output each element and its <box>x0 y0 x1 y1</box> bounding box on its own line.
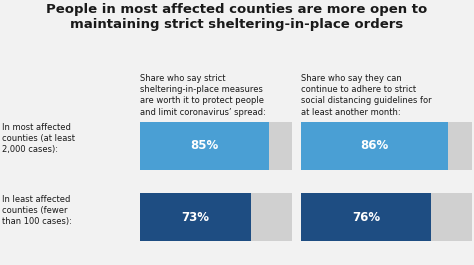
Text: In least affected
counties (fewer
than 100 cases):: In least affected counties (fewer than 1… <box>2 195 72 226</box>
Text: 85%: 85% <box>190 139 219 152</box>
Text: 76%: 76% <box>352 211 380 224</box>
Bar <box>140 122 269 170</box>
Bar <box>301 193 472 241</box>
Bar <box>301 122 448 170</box>
Bar <box>140 122 292 170</box>
Bar <box>301 193 431 241</box>
Bar <box>301 122 472 170</box>
Text: 73%: 73% <box>181 211 209 224</box>
Text: People in most affected counties are more open to
maintaining strict sheltering-: People in most affected counties are mor… <box>46 3 428 31</box>
Bar <box>140 193 292 241</box>
Text: Share who say they can
continue to adhere to strict
social distancing guidelines: Share who say they can continue to adher… <box>301 74 432 117</box>
Bar <box>140 193 251 241</box>
Text: Share who say strict
sheltering-in-place measures
are worth it to protect people: Share who say strict sheltering-in-place… <box>140 74 265 117</box>
Text: 86%: 86% <box>360 139 389 152</box>
Text: In most affected
counties (at least
2,000 cases):: In most affected counties (at least 2,00… <box>2 123 75 154</box>
